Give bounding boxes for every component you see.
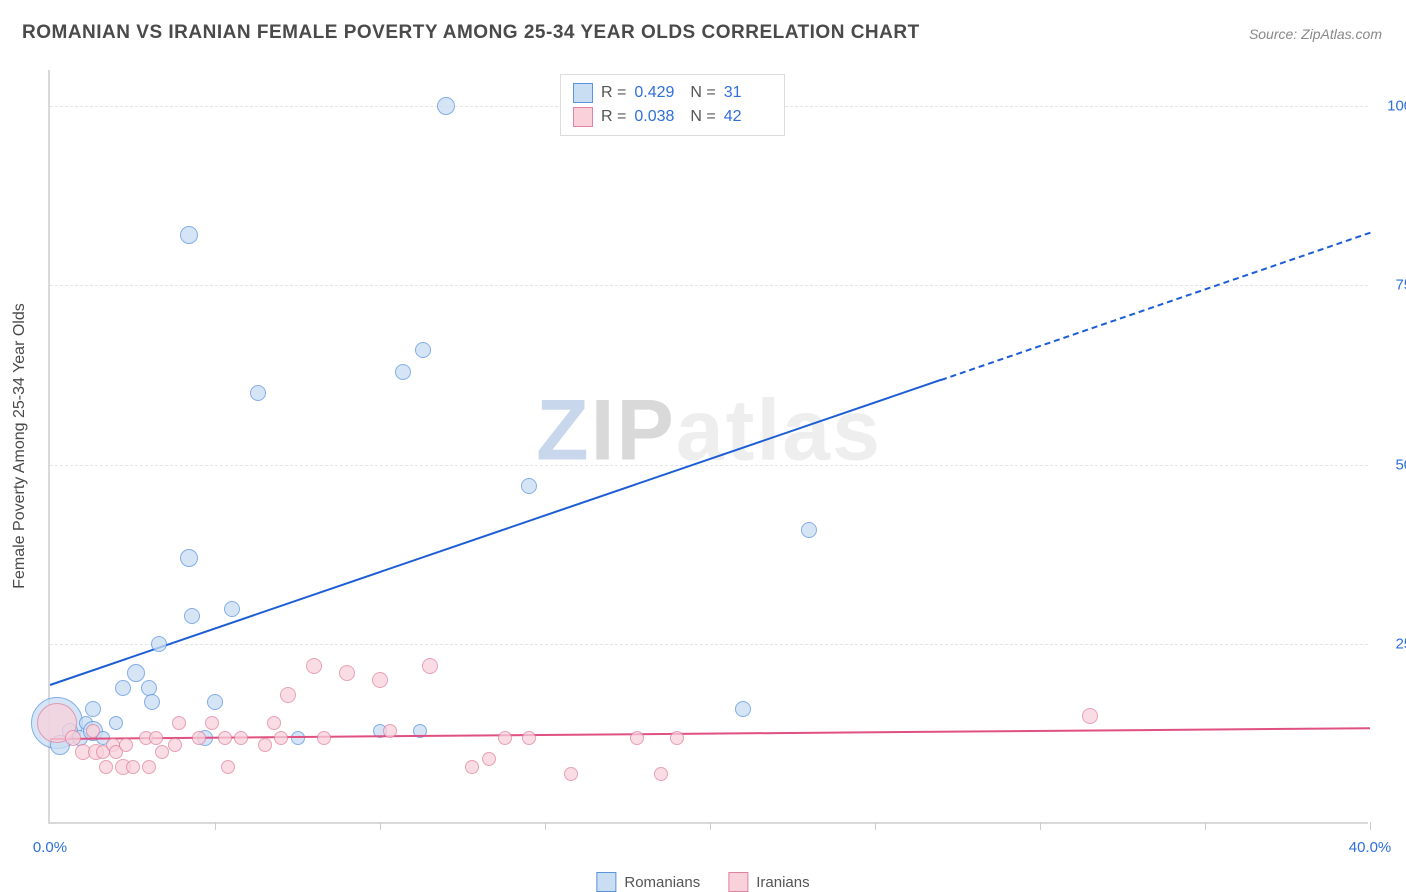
x-tick-mark	[1205, 822, 1206, 830]
x-tick-mark	[875, 822, 876, 830]
data-point	[1082, 708, 1098, 724]
data-point	[339, 665, 355, 681]
gridline	[50, 644, 1368, 645]
legend-value: 0.038	[634, 108, 682, 126]
legend-value: 0.429	[634, 84, 682, 102]
data-point	[280, 687, 296, 703]
data-point	[126, 760, 140, 774]
x-tick-mark	[545, 822, 546, 830]
data-point	[85, 701, 101, 717]
data-point	[142, 760, 156, 774]
legend-label: R =	[601, 84, 626, 102]
legend-swatch	[573, 107, 593, 127]
legend-swatch	[573, 83, 593, 103]
y-tick-label: 75.0%	[1378, 277, 1406, 294]
data-point	[172, 716, 186, 730]
data-point	[250, 385, 266, 401]
data-point	[184, 608, 200, 624]
legend-label: Iranians	[756, 874, 809, 891]
data-point	[207, 694, 223, 710]
data-point	[224, 601, 240, 617]
data-point	[735, 701, 751, 717]
data-point	[630, 731, 644, 745]
data-point	[395, 364, 411, 380]
data-point	[127, 664, 145, 682]
plot-area: Female Poverty Among 25-34 Year Olds ZIP…	[48, 70, 1368, 824]
data-point	[482, 752, 496, 766]
data-point	[522, 731, 536, 745]
x-tick-mark	[1370, 822, 1371, 830]
data-point	[564, 767, 578, 781]
x-tick-mark	[710, 822, 711, 830]
data-point	[99, 760, 113, 774]
legend-value: 42	[724, 108, 772, 126]
data-point	[258, 738, 272, 752]
trend-line-dashed	[941, 232, 1371, 381]
data-point	[654, 767, 668, 781]
legend-item: Romanians	[596, 872, 700, 892]
data-point	[180, 226, 198, 244]
x-tick-mark	[1040, 822, 1041, 830]
y-tick-label: 50.0%	[1378, 456, 1406, 473]
data-point	[267, 716, 281, 730]
x-tick-label: 40.0%	[1349, 839, 1392, 856]
data-point	[306, 658, 322, 674]
data-point	[221, 760, 235, 774]
chart-title: ROMANIAN VS IRANIAN FEMALE POVERTY AMONG…	[22, 22, 920, 44]
legend-swatch	[596, 872, 616, 892]
y-tick-label: 25.0%	[1378, 636, 1406, 653]
legend-row: R = 0.429 N = 31	[573, 81, 772, 105]
data-point	[521, 478, 537, 494]
data-point	[141, 680, 157, 696]
data-point	[383, 724, 397, 738]
legend-series: Romanians Iranians	[596, 872, 809, 892]
legend-label: N =	[690, 108, 715, 126]
gridline	[50, 285, 1368, 286]
data-point	[437, 97, 455, 115]
data-point	[149, 731, 163, 745]
data-point	[670, 731, 684, 745]
data-point	[205, 716, 219, 730]
data-point	[168, 738, 182, 752]
data-point	[155, 745, 169, 759]
data-point	[274, 731, 288, 745]
data-point	[192, 731, 206, 745]
data-point	[86, 724, 100, 738]
data-point	[317, 731, 331, 745]
legend-item: Iranians	[728, 872, 809, 892]
data-point	[115, 680, 131, 696]
data-point	[151, 636, 167, 652]
data-point	[234, 731, 248, 745]
y-tick-label: 100.0%	[1378, 97, 1406, 114]
y-axis-label: Female Poverty Among 25-34 Year Olds	[11, 303, 29, 589]
source-credit: Source: ZipAtlas.com	[1249, 26, 1382, 42]
data-point	[109, 716, 123, 730]
data-point	[144, 694, 160, 710]
data-point	[465, 760, 479, 774]
data-point	[415, 342, 431, 358]
legend-value: 31	[724, 84, 772, 102]
legend-label: R =	[601, 108, 626, 126]
data-point	[218, 731, 232, 745]
data-point	[422, 658, 438, 674]
data-point	[119, 738, 133, 752]
legend-row: R = 0.038 N = 42	[573, 105, 772, 129]
legend-swatch	[728, 872, 748, 892]
data-point	[180, 549, 198, 567]
gridline	[50, 465, 1368, 466]
legend-label: N =	[690, 84, 715, 102]
x-tick-mark	[380, 822, 381, 830]
x-tick-label: 0.0%	[33, 839, 67, 856]
legend-label: Romanians	[624, 874, 700, 891]
legend-stats: R = 0.429 N = 31 R = 0.038 N = 42	[560, 74, 785, 136]
x-tick-mark	[215, 822, 216, 830]
data-point	[801, 522, 817, 538]
data-point	[498, 731, 512, 745]
data-point	[65, 730, 81, 746]
data-point	[372, 672, 388, 688]
